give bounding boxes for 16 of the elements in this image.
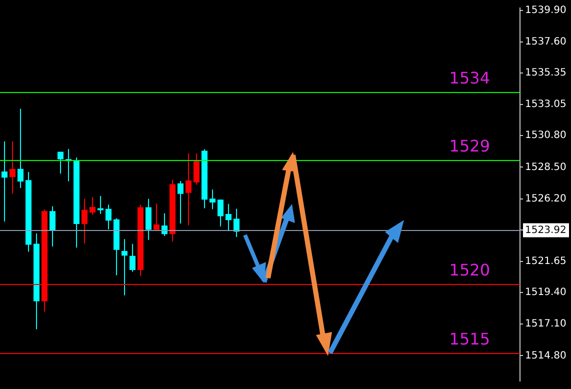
y-tick-label: 1517.10 <box>525 318 566 330</box>
y-tick-label: 1521.65 <box>525 256 566 268</box>
y-tick-label: 1537.60 <box>525 36 566 48</box>
y-tick-label: 1530.80 <box>525 130 566 142</box>
y-tick-label: 1519.40 <box>525 286 566 298</box>
y-tick-label: 1535.35 <box>525 68 566 79</box>
y-tick-label: 1533.05 <box>525 99 566 110</box>
ref-line-label: 1534 <box>449 68 490 88</box>
y-tick-label: 1523.92 <box>525 224 566 236</box>
y-tick-label: 1526.20 <box>525 193 566 204</box>
y-tick-label: 1528.50 <box>525 162 566 173</box>
y-tick-label: 1539.90 <box>525 4 566 16</box>
y-tick-label: 1514.80 <box>525 350 566 362</box>
ref-line-label: 1520 <box>449 260 490 280</box>
ref-line-label: 1515 <box>449 330 490 349</box>
ref-line-label: 1529 <box>449 136 490 156</box>
